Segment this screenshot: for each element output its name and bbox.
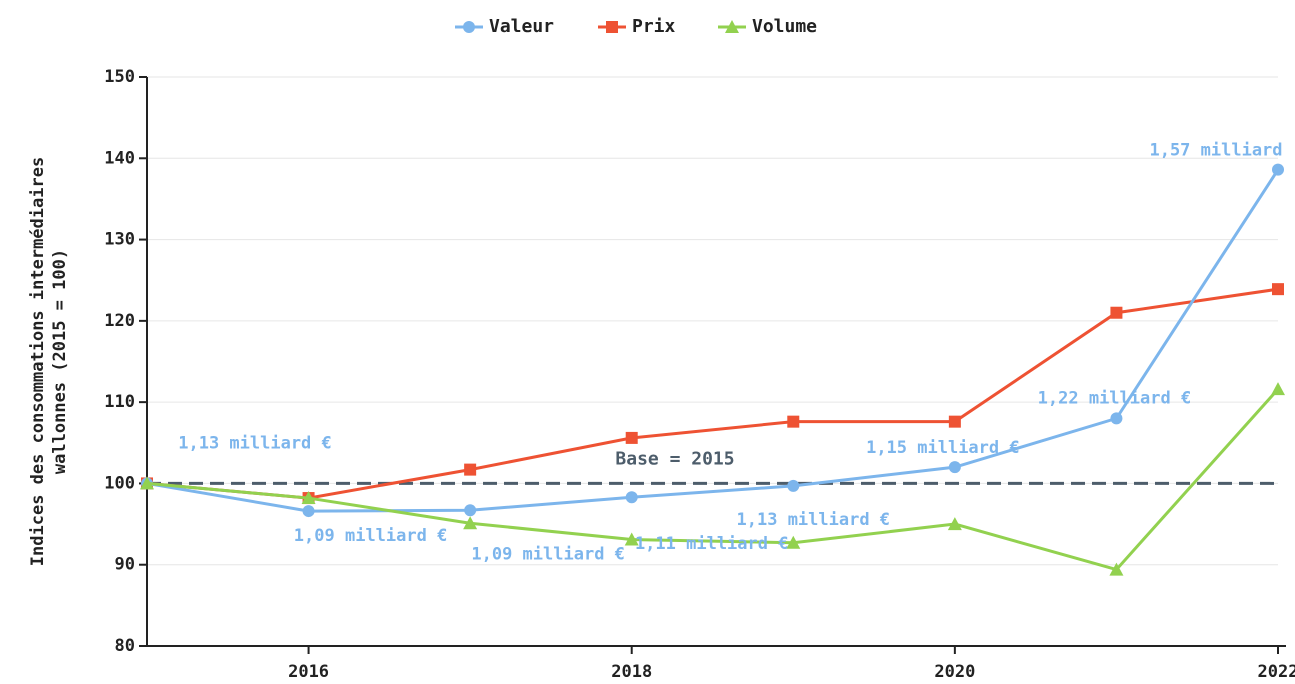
- legend-label: Prix: [632, 16, 676, 37]
- point: [624, 532, 639, 546]
- y-tick-label: 90: [115, 555, 135, 575]
- x-tick-label: 2018: [611, 662, 652, 682]
- legend-marker: [606, 21, 618, 33]
- point: [625, 431, 638, 444]
- series-line: [146, 168, 1280, 513]
- y-tick-label: 150: [104, 67, 135, 87]
- point: [1110, 412, 1123, 425]
- y-tick-label: 130: [104, 230, 135, 250]
- y-axis-label: Indices des consommations intermédiaires…: [28, 157, 70, 566]
- point: [947, 517, 962, 531]
- series-line: [146, 287, 1279, 500]
- point: [625, 491, 638, 504]
- x-tick-label: 2020: [934, 662, 975, 682]
- data-label: 1,22 milliard €: [1038, 388, 1192, 408]
- y-tick-label: 120: [104, 311, 135, 331]
- data-label: 1,57 milliard: [1149, 141, 1282, 161]
- point: [301, 491, 316, 505]
- point: [463, 516, 478, 530]
- point: [948, 461, 961, 474]
- data-label: 1,09 milliard €: [471, 544, 625, 564]
- point: [1110, 306, 1123, 319]
- y-tick-label: 80: [115, 636, 135, 656]
- point: [1272, 283, 1284, 296]
- data-label: 1,13 milliard €: [178, 433, 332, 453]
- data-label: 1,09 milliard €: [294, 526, 448, 546]
- y-tick-label: 140: [104, 148, 135, 168]
- reference-label: Base = 2015: [615, 448, 734, 469]
- y-tick-label: 100: [104, 473, 135, 493]
- data-label: 1,13 milliard €: [737, 510, 891, 530]
- x-tick-label: 2022: [1258, 662, 1295, 682]
- y-axis-label-line: Indices des consommations intermédiaires: [28, 157, 48, 566]
- point: [464, 463, 477, 476]
- point: [787, 479, 800, 492]
- y-tick-label: 110: [104, 392, 135, 412]
- data-label: 1,15 milliard €: [866, 438, 1020, 458]
- point: [1271, 382, 1285, 396]
- point: [786, 535, 801, 549]
- point: [1109, 562, 1124, 576]
- point: [140, 476, 154, 490]
- point: [787, 415, 800, 428]
- series-line: [146, 388, 1280, 572]
- point: [464, 504, 477, 517]
- data-label: 1,11 milliard €: [635, 534, 789, 554]
- point: [948, 415, 961, 428]
- legend-marker: [725, 20, 739, 33]
- legend-label: Valeur: [489, 16, 554, 37]
- point: [302, 505, 315, 518]
- y-axis-label-line: wallonnes (2015 = 100): [50, 249, 70, 474]
- legend-label: Volume: [752, 16, 817, 37]
- point: [1272, 163, 1284, 176]
- x-tick-label: 2016: [288, 662, 329, 682]
- legend-marker: [463, 21, 475, 33]
